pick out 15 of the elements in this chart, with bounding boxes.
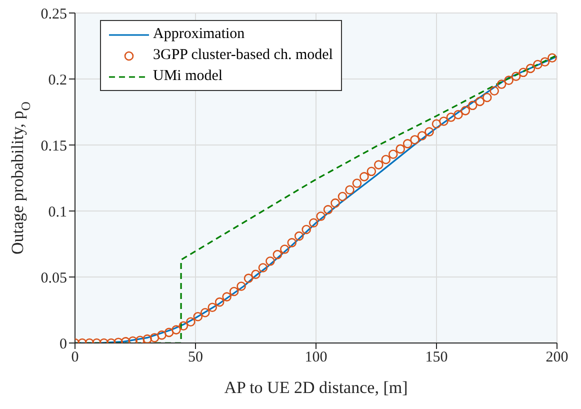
x-tick-label: 0 bbox=[71, 350, 79, 366]
x-axis-title: AP to UE 2D distance, [m] bbox=[224, 378, 408, 398]
legend-label: UMi model bbox=[153, 68, 223, 85]
y-tick-label: 0.2 bbox=[48, 72, 67, 88]
legend-label: 3GPP cluster-based ch. model bbox=[153, 47, 333, 64]
y-tick-label: 0 bbox=[60, 336, 67, 352]
x-tick-label: 100 bbox=[304, 350, 328, 366]
y-tick-label: 0.05 bbox=[40, 270, 67, 286]
y-tick-label: 0.15 bbox=[40, 138, 67, 154]
x-tick-label: 50 bbox=[188, 350, 203, 366]
y-tick-label: 0.1 bbox=[48, 204, 67, 220]
x-tick-label: 200 bbox=[546, 350, 568, 366]
legend-label: Approximation bbox=[153, 26, 245, 43]
x-tick-label: 150 bbox=[425, 350, 448, 366]
y-tick-label: 0.25 bbox=[40, 6, 67, 22]
